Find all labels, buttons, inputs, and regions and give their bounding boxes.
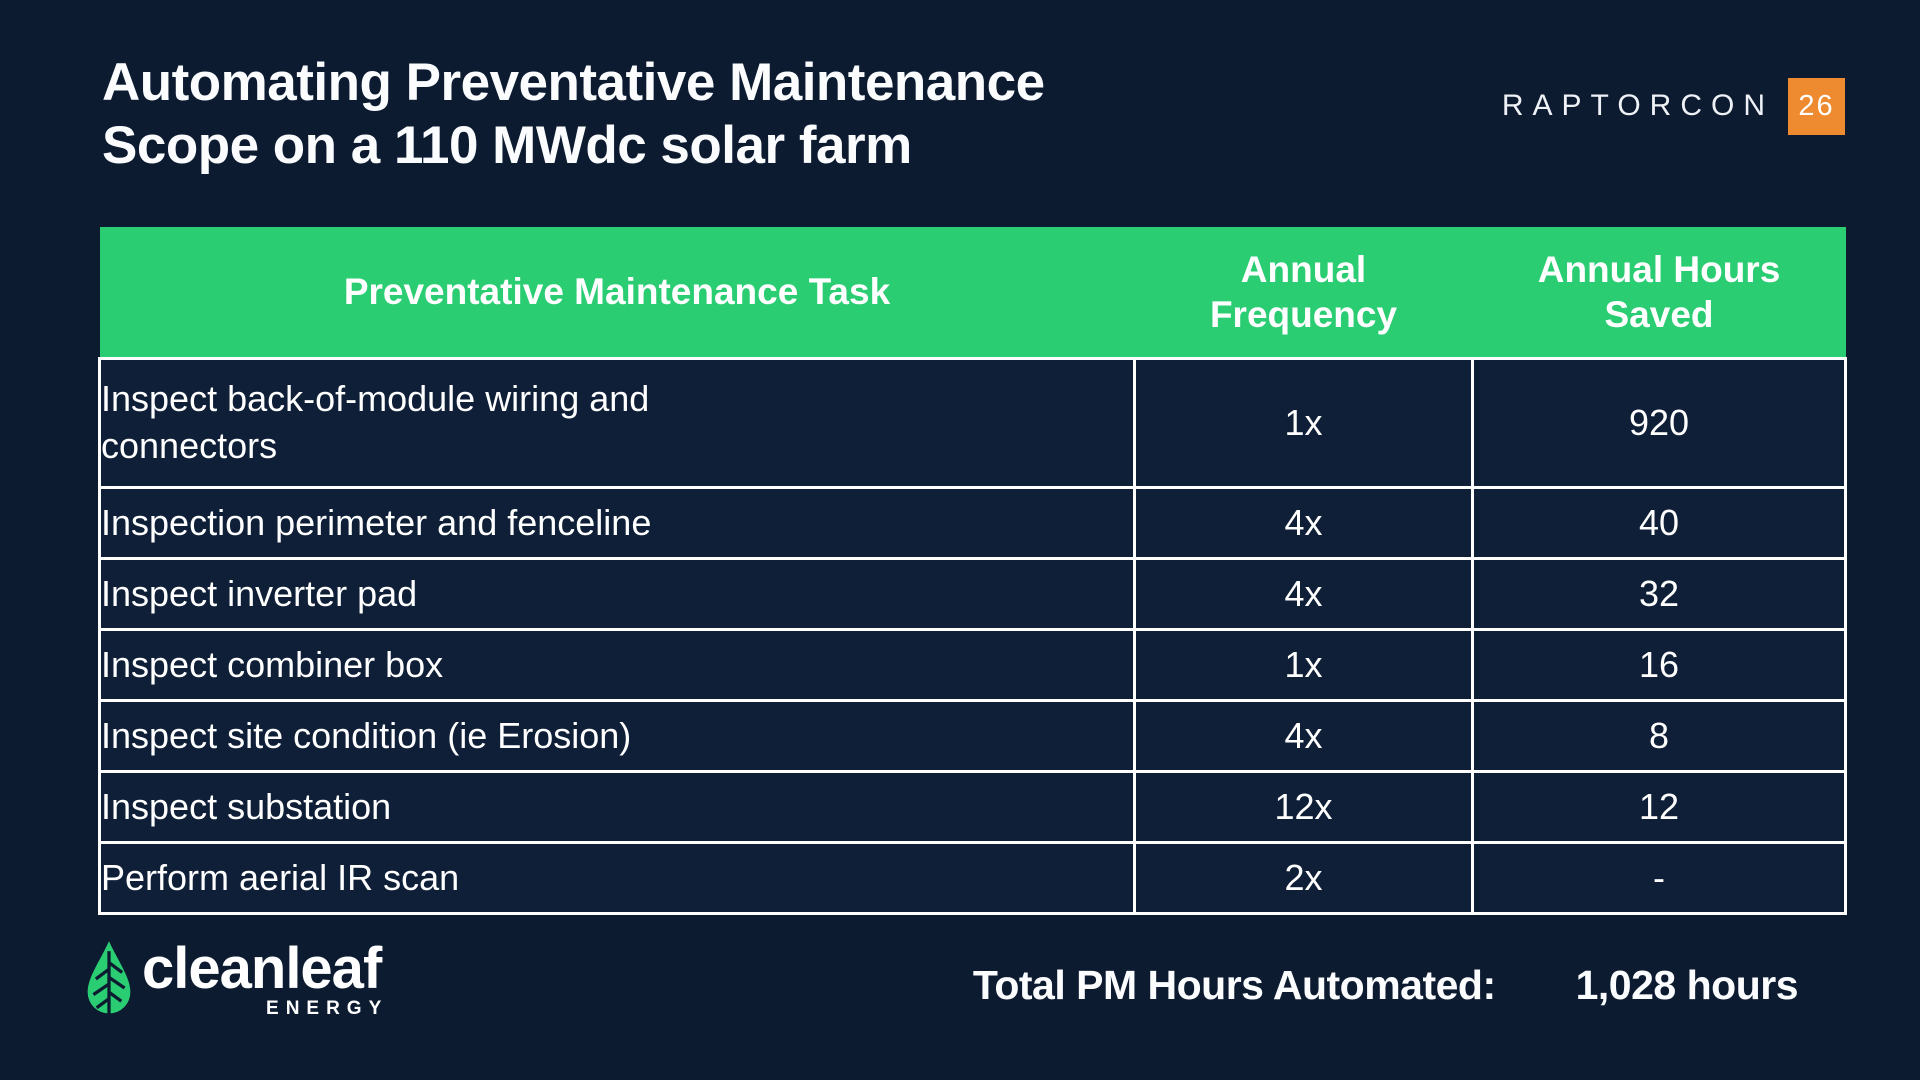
task-cell: Inspect inverter pad xyxy=(98,557,1136,631)
table-row: Inspect inverter pad 4x 32 xyxy=(98,557,1847,631)
raptorcon-year-badge: 26 xyxy=(1788,77,1845,135)
frequency-cell: 1x xyxy=(1133,357,1474,489)
leaf-icon xyxy=(87,941,131,1016)
cleanleaf-energy-label: ENERGY xyxy=(266,998,389,1019)
table-row: Perform aerial IR scan 2x - xyxy=(98,841,1847,915)
frequency-cell: 2x xyxy=(1133,841,1474,915)
col-header-task: Preventative Maintenance Task xyxy=(99,227,1135,359)
frequency-cell: 4x xyxy=(1133,699,1474,773)
hours-saved-cell: 920 xyxy=(1471,357,1847,489)
hours-saved-cell: 8 xyxy=(1471,699,1847,773)
col-header-hours-saved: Annual Hours Saved xyxy=(1472,227,1846,359)
table-row: Inspect back-of-module wiring and connec… xyxy=(98,357,1847,489)
raptorcon-logo: RAPTORCON 26 xyxy=(1502,77,1845,135)
table-row: Inspect substation 12x 12 xyxy=(98,770,1847,844)
table-row: Inspection perimeter and fenceline 4x 40 xyxy=(98,486,1847,560)
page-title-line2: Scope on a 110 MWdc solar farm xyxy=(102,115,912,175)
frequency-cell: 12x xyxy=(1133,770,1474,844)
frequency-cell: 1x xyxy=(1133,628,1474,702)
table-row: Inspect combiner box 1x 16 xyxy=(98,628,1847,702)
table-header-row: Preventative Maintenance Task Annual Fre… xyxy=(99,227,1846,359)
frequency-cell: 4x xyxy=(1133,557,1474,631)
cleanleaf-wordmark: cleanleaf ENERGY xyxy=(142,936,382,1020)
task-cell: Perform aerial IR scan xyxy=(98,841,1136,915)
task-cell: Inspect site condition (ie Erosion) xyxy=(98,699,1136,773)
table-row: Inspect site condition (ie Erosion) 4x 8 xyxy=(98,699,1847,773)
total-value: 1,028 hours xyxy=(1575,962,1799,1008)
hours-saved-cell: 12 xyxy=(1471,770,1847,844)
total-label: Total PM Hours Automated: xyxy=(972,962,1496,1008)
hours-saved-cell: 32 xyxy=(1471,557,1847,631)
page-title: Automating Preventative Maintenance Scop… xyxy=(102,52,1045,177)
frequency-cell: 4x xyxy=(1133,486,1474,560)
hours-saved-cell: 16 xyxy=(1471,628,1847,702)
task-cell: Inspection perimeter and fenceline xyxy=(98,486,1136,560)
pm-table: Preventative Maintenance Task Annual Fre… xyxy=(98,227,1847,915)
col-header-frequency: Annual Frequency xyxy=(1134,227,1473,359)
hours-saved-cell: 40 xyxy=(1471,486,1847,560)
task-cell: Inspect substation xyxy=(98,770,1136,844)
total-summary: Total PM Hours Automated: 1,028 hours xyxy=(972,962,1799,1009)
page-title-line1: Automating Preventative Maintenance xyxy=(102,53,1045,112)
cleanleaf-logo: cleanleaf ENERGY xyxy=(86,936,382,1020)
hours-saved-cell: - xyxy=(1471,841,1847,915)
cleanleaf-name: cleanleaf xyxy=(142,936,382,1001)
raptorcon-wordmark: RAPTORCON xyxy=(1501,89,1774,122)
task-cell: Inspect back-of-module wiring and connec… xyxy=(98,357,1136,489)
task-cell: Inspect combiner box xyxy=(98,628,1136,702)
